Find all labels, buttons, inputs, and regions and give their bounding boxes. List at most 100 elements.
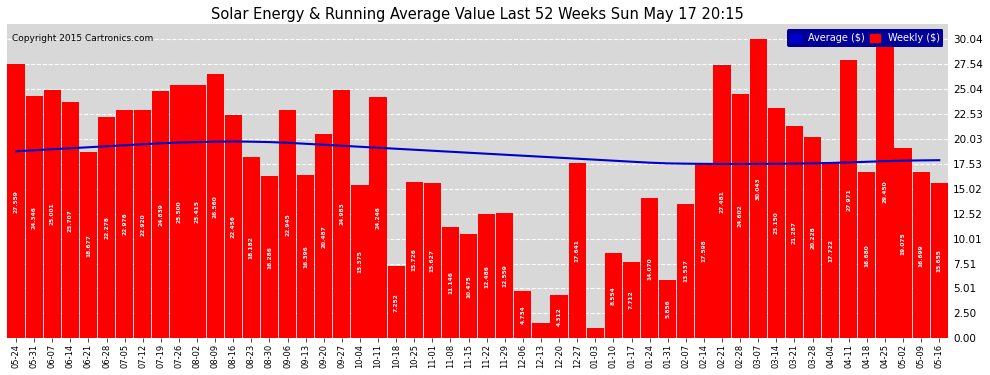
Bar	[98, 117, 115, 338]
Bar	[152, 91, 169, 338]
Bar	[170, 85, 187, 338]
Bar	[550, 296, 567, 338]
Bar	[894, 148, 912, 338]
Text: 24.346: 24.346	[32, 206, 37, 229]
Bar	[351, 185, 368, 338]
Bar	[732, 93, 748, 338]
Text: 18.182: 18.182	[248, 236, 253, 259]
Text: 10.475: 10.475	[466, 275, 471, 297]
Bar	[243, 158, 260, 338]
Text: 12.559: 12.559	[502, 264, 507, 287]
Bar	[116, 110, 134, 338]
Text: 15.375: 15.375	[357, 251, 362, 273]
Text: 27.971: 27.971	[846, 188, 851, 210]
Bar	[749, 39, 767, 338]
Bar	[858, 172, 875, 338]
Bar	[207, 74, 224, 338]
Text: 24.839: 24.839	[158, 203, 163, 226]
Text: 24.983: 24.983	[340, 202, 345, 225]
Text: 25.500: 25.500	[176, 200, 181, 223]
Bar	[767, 108, 785, 338]
Bar	[496, 213, 514, 338]
Bar	[876, 45, 894, 338]
Text: 17.722: 17.722	[829, 238, 834, 261]
Bar	[315, 135, 333, 338]
Bar	[442, 227, 459, 338]
Text: 7.712: 7.712	[629, 291, 634, 309]
Bar	[369, 97, 387, 338]
Text: 18.677: 18.677	[86, 234, 91, 257]
Bar	[460, 234, 477, 338]
Bar	[279, 110, 296, 338]
Text: 7.252: 7.252	[394, 293, 399, 312]
Text: 4.312: 4.312	[556, 308, 561, 326]
Text: 23.707: 23.707	[67, 209, 73, 232]
Text: 21.287: 21.287	[792, 221, 797, 244]
Bar	[623, 261, 641, 338]
Bar	[931, 183, 947, 338]
Bar	[641, 198, 658, 338]
Bar	[297, 175, 314, 338]
Text: 20.487: 20.487	[321, 225, 327, 248]
Text: 23.150: 23.150	[774, 212, 779, 234]
Bar	[677, 204, 694, 338]
Bar	[841, 60, 857, 338]
Bar	[714, 65, 731, 338]
Text: 29.450: 29.450	[882, 180, 887, 203]
Text: 4.734: 4.734	[521, 305, 526, 324]
Bar	[260, 176, 278, 338]
Text: 13.537: 13.537	[683, 260, 688, 282]
Bar	[424, 183, 441, 338]
Text: 20.228: 20.228	[810, 226, 815, 249]
Text: 14.070: 14.070	[647, 257, 652, 280]
Bar	[568, 163, 586, 338]
Text: 26.560: 26.560	[213, 195, 218, 217]
Bar	[387, 266, 405, 338]
Bar	[804, 137, 821, 338]
Legend: Average ($), Weekly ($): Average ($), Weekly ($)	[787, 29, 943, 47]
Bar	[134, 110, 151, 338]
Bar	[587, 328, 604, 338]
Text: 16.396: 16.396	[303, 245, 308, 268]
Bar	[695, 163, 713, 338]
Bar	[533, 323, 549, 338]
Text: Copyright 2015 Cartronics.com: Copyright 2015 Cartronics.com	[12, 34, 152, 43]
Text: 16.680: 16.680	[864, 244, 869, 267]
Text: 27.481: 27.481	[720, 190, 725, 213]
Bar	[7, 64, 25, 338]
Text: 22.920: 22.920	[141, 213, 146, 236]
Text: 25.415: 25.415	[194, 200, 200, 223]
Bar	[225, 115, 242, 338]
Bar	[786, 126, 803, 338]
Text: 12.486: 12.486	[484, 265, 489, 288]
Text: 22.945: 22.945	[285, 213, 290, 236]
Text: 11.146: 11.146	[448, 272, 453, 294]
Bar	[26, 96, 43, 338]
Text: 22.456: 22.456	[231, 215, 236, 238]
Text: 15.726: 15.726	[412, 249, 417, 272]
Text: 8.554: 8.554	[611, 286, 616, 305]
Text: 27.559: 27.559	[14, 190, 19, 213]
Bar	[44, 90, 60, 338]
Bar	[913, 172, 930, 338]
Text: 22.976: 22.976	[122, 213, 127, 236]
Bar	[478, 214, 495, 338]
Text: 16.699: 16.699	[919, 244, 924, 267]
Text: 22.278: 22.278	[104, 216, 109, 239]
Text: 19.075: 19.075	[901, 232, 906, 255]
Bar	[334, 90, 350, 338]
Bar	[80, 153, 97, 338]
Bar	[514, 291, 532, 338]
Text: 30.043: 30.043	[755, 177, 760, 200]
Text: 16.286: 16.286	[267, 246, 272, 268]
Text: 24.246: 24.246	[375, 206, 380, 229]
Text: 15.655: 15.655	[937, 249, 941, 272]
Bar	[659, 280, 676, 338]
Text: 17.598: 17.598	[702, 239, 707, 262]
Text: 5.856: 5.856	[665, 300, 670, 318]
Bar	[61, 102, 79, 338]
Text: 25.001: 25.001	[50, 202, 54, 225]
Bar	[188, 86, 206, 338]
Text: 15.627: 15.627	[430, 249, 435, 272]
Text: 17.641: 17.641	[575, 239, 580, 262]
